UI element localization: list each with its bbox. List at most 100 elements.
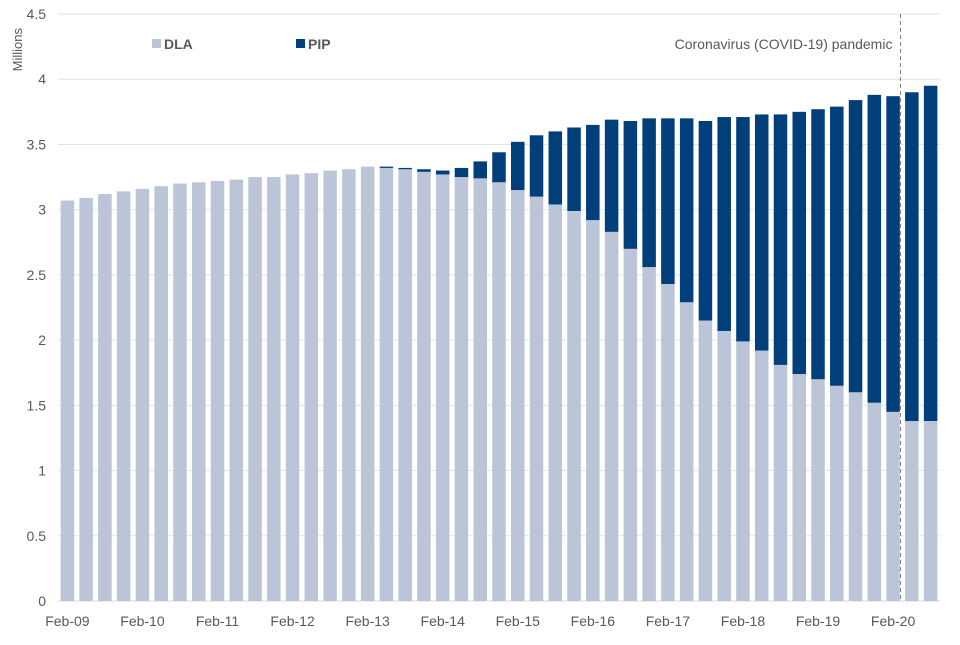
bar-dla	[417, 171, 431, 602]
bar-pip	[661, 118, 675, 285]
bar-dla	[379, 167, 394, 601]
bar-dla	[323, 170, 337, 602]
covid-annotation: Coronavirus (COVID-19) pandemic	[675, 36, 893, 52]
x-axis-ticks: Feb-09 Feb-10 Feb-11 Feb-12 Feb-13 Feb-14 Feb-…	[45, 613, 915, 629]
bar-pip	[736, 117, 750, 342]
x-tick-label: Feb-09	[45, 613, 90, 629]
bar-dla	[548, 204, 563, 601]
bar-dla	[267, 177, 281, 602]
bar-pip	[511, 141, 525, 191]
bar-pip	[604, 119, 619, 232]
bar-pip	[867, 94, 882, 403]
bar-dla	[754, 350, 769, 601]
bar-dla	[848, 392, 863, 601]
bar-dla	[304, 173, 319, 602]
bar-dla	[830, 385, 844, 601]
bar-pip	[417, 169, 431, 172]
bar-dla	[773, 364, 788, 601]
bar-dla	[473, 178, 487, 602]
bar-dla	[623, 248, 638, 602]
legend-label-pip: PIP	[308, 36, 331, 52]
y-tick-label: 3	[38, 202, 46, 218]
bar-dla	[191, 182, 206, 602]
bar-pip	[717, 117, 731, 331]
bar-dla	[360, 166, 375, 601]
bar-pip	[905, 92, 919, 421]
y-tick-label: 1.5	[27, 397, 47, 413]
bar-dla	[98, 194, 112, 601]
bar-dla	[511, 190, 525, 601]
bar-dla	[435, 174, 450, 602]
bar-pip	[529, 135, 544, 197]
bar-pip	[754, 114, 769, 351]
bar-dla	[492, 182, 506, 602]
bar-dla	[867, 402, 882, 601]
legend: DLA PIP	[152, 36, 331, 52]
bar-dla	[905, 420, 919, 601]
bar-dla	[154, 186, 168, 602]
bar-pip	[811, 109, 825, 380]
bar-pip	[548, 131, 563, 205]
bar-dla	[811, 379, 825, 601]
bar-pip	[379, 166, 394, 168]
x-tick-label: Feb-16	[571, 613, 616, 629]
x-tick-label: Feb-14	[421, 613, 466, 629]
bar-pip	[792, 111, 807, 375]
bar-pip	[698, 120, 713, 321]
bar-dla	[210, 180, 225, 602]
bar-dla	[116, 191, 131, 601]
x-tick-label: Feb-17	[646, 613, 691, 629]
x-tick-label: Feb-12	[270, 613, 315, 629]
legend-label-dla: DLA	[164, 36, 193, 52]
bar-pip	[567, 127, 581, 211]
bar-dla	[398, 169, 412, 601]
y-tick-label: 4	[38, 71, 46, 87]
x-tick-label: Feb-15	[496, 613, 541, 629]
bar-dla	[567, 210, 581, 601]
x-tick-label: Feb-11	[196, 613, 240, 629]
bar-dla	[285, 174, 300, 602]
bar-dla	[135, 188, 150, 601]
bar-dla	[586, 220, 600, 601]
x-tick-label: Feb-19	[796, 613, 841, 629]
bar-dla	[454, 177, 469, 602]
y-tick-label: 1	[38, 463, 46, 479]
bar-pip	[848, 100, 863, 393]
bar-dla	[886, 411, 900, 601]
bar-dla	[79, 197, 93, 601]
bar-pip	[398, 167, 412, 170]
y-tick-label: 3.5	[27, 136, 47, 152]
bar-dla	[679, 302, 694, 601]
y-tick-label: 0	[38, 593, 46, 609]
bar-pip	[679, 118, 694, 303]
y-axis-ticks: 0 0.5 1 1.5 2 2.5 3 3.5 4 4.5	[27, 6, 47, 609]
bar-pip	[830, 106, 844, 386]
y-tick-label: 4.5	[27, 6, 47, 22]
bar-pip	[923, 85, 938, 421]
bar-dla	[717, 330, 731, 601]
bar-dla	[173, 183, 187, 602]
bar-pip	[492, 152, 506, 183]
bar-dla	[248, 177, 262, 602]
bar-dla	[923, 420, 938, 601]
bar-pip	[773, 114, 788, 365]
bar-dla	[736, 341, 750, 601]
bar-dla	[642, 267, 656, 601]
y-tick-label: 0.5	[27, 528, 47, 544]
bar-dla	[60, 200, 75, 601]
bar-pip	[435, 170, 450, 175]
bars	[60, 85, 938, 602]
legend-swatch-dla	[152, 39, 161, 48]
bar-pip	[886, 96, 900, 412]
bar-pip	[623, 120, 638, 249]
bar-dla	[604, 231, 619, 601]
x-tick-label: Feb-13	[345, 613, 390, 629]
legend-swatch-pip	[296, 39, 305, 48]
bar-pip	[586, 124, 600, 221]
bar-dla	[792, 374, 807, 601]
bar-dla	[661, 284, 675, 601]
x-tick-label: Feb-18	[721, 613, 766, 629]
bar-pip	[642, 118, 656, 268]
bar-dla	[698, 320, 713, 601]
